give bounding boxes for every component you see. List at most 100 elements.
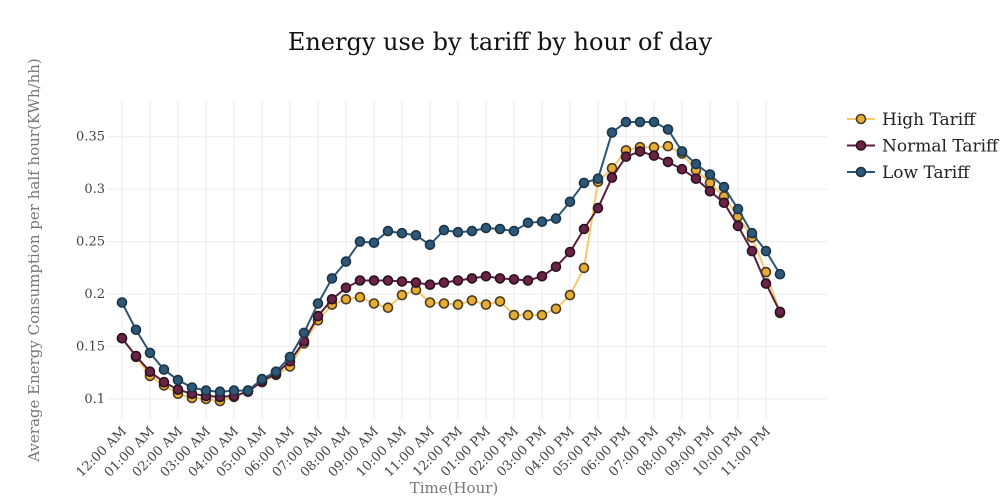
legend-item[interactable]: High Tariff: [847, 110, 977, 130]
data-point: [172, 374, 184, 386]
data-point: [634, 116, 646, 128]
data-point: [746, 227, 758, 239]
data-point: [312, 310, 324, 322]
legend-marker: [855, 140, 867, 151]
series-group: [116, 116, 786, 407]
data-point: [760, 278, 772, 289]
data-point: [494, 296, 506, 307]
series-low-tariff: [116, 116, 786, 398]
data-point: [592, 173, 604, 184]
data-point: [690, 173, 702, 184]
data-point: [536, 216, 548, 227]
data-point: [690, 158, 702, 170]
data-point: [438, 298, 450, 309]
data-point: [676, 163, 688, 175]
data-point: [438, 224, 450, 236]
data-point: [256, 373, 268, 385]
data-point: [382, 275, 394, 286]
data-point: [620, 116, 632, 128]
legend-item[interactable]: Low Tariff: [847, 163, 971, 183]
data-point: [466, 273, 478, 284]
data-point: [774, 306, 786, 318]
data-point: [662, 156, 674, 168]
grid: [107, 100, 827, 420]
data-point: [144, 347, 156, 359]
data-point: [536, 309, 548, 321]
data-point: [466, 225, 478, 237]
data-point: [116, 332, 128, 344]
series-line: [121, 145, 781, 403]
data-point: [536, 270, 548, 282]
x-axis-label: Time(Hour): [410, 479, 499, 497]
chart-title: Energy use by tariff by hour of day: [288, 28, 713, 56]
data-point: [522, 309, 534, 321]
data-point: [480, 222, 492, 234]
series-line: [121, 150, 781, 398]
data-point: [564, 289, 576, 301]
y-tick-label: 0.2: [84, 287, 105, 302]
data-point: [676, 146, 688, 157]
data-point: [718, 197, 730, 209]
data-point: [158, 364, 170, 375]
data-point: [340, 293, 352, 305]
data-point: [494, 223, 506, 235]
data-point: [704, 186, 716, 197]
data-point: [480, 270, 492, 282]
data-point: [200, 385, 212, 396]
series-high-tariff: [116, 140, 786, 407]
data-point: [592, 202, 604, 214]
legend[interactable]: High Tariff Normal Tariff Low Tariff: [847, 110, 1000, 183]
data-point: [130, 324, 142, 336]
data-point: [382, 225, 394, 237]
data-point: [564, 246, 576, 258]
data-point: [410, 277, 422, 288]
data-point: [424, 297, 436, 308]
data-point: [424, 239, 436, 251]
data-point: [116, 297, 128, 308]
data-point: [550, 303, 562, 315]
data-point: [298, 327, 310, 339]
data-point: [662, 124, 674, 135]
legend-label: Low Tariff: [882, 163, 971, 183]
data-point: [662, 140, 674, 152]
data-point: [606, 172, 618, 183]
data-point: [760, 245, 772, 257]
data-point: [186, 382, 198, 393]
data-point: [396, 276, 408, 287]
series-normal-tariff: [116, 146, 786, 403]
data-point: [424, 279, 436, 291]
data-point: [172, 384, 184, 395]
data-point: [774, 268, 786, 280]
y-tick-label: 0.15: [76, 340, 105, 355]
data-point: [326, 293, 338, 305]
data-point: [242, 385, 254, 396]
legend-marker: [855, 113, 867, 125]
data-point: [620, 151, 632, 162]
data-point: [354, 236, 366, 247]
data-point: [396, 289, 408, 301]
data-point: [578, 262, 590, 274]
data-point: [634, 146, 646, 157]
data-point: [396, 227, 408, 239]
data-point: [284, 351, 296, 363]
data-point: [508, 309, 520, 321]
data-point: [466, 295, 478, 306]
data-point: [606, 127, 618, 138]
data-point: [648, 116, 660, 128]
data-point: [578, 223, 590, 235]
data-point: [312, 298, 324, 309]
data-point: [648, 150, 660, 161]
data-point: [508, 225, 520, 237]
y-tick-label: 0.35: [76, 130, 105, 145]
legend-item[interactable]: Normal Tariff: [847, 137, 1000, 157]
data-point: [522, 275, 534, 286]
data-point: [550, 261, 562, 273]
data-point: [438, 277, 450, 288]
data-point: [522, 217, 534, 229]
data-point: [382, 302, 394, 314]
data-point: [480, 299, 492, 310]
y-tick-label: 0.3: [84, 182, 105, 197]
data-point: [578, 177, 590, 189]
data-point: [354, 291, 366, 303]
